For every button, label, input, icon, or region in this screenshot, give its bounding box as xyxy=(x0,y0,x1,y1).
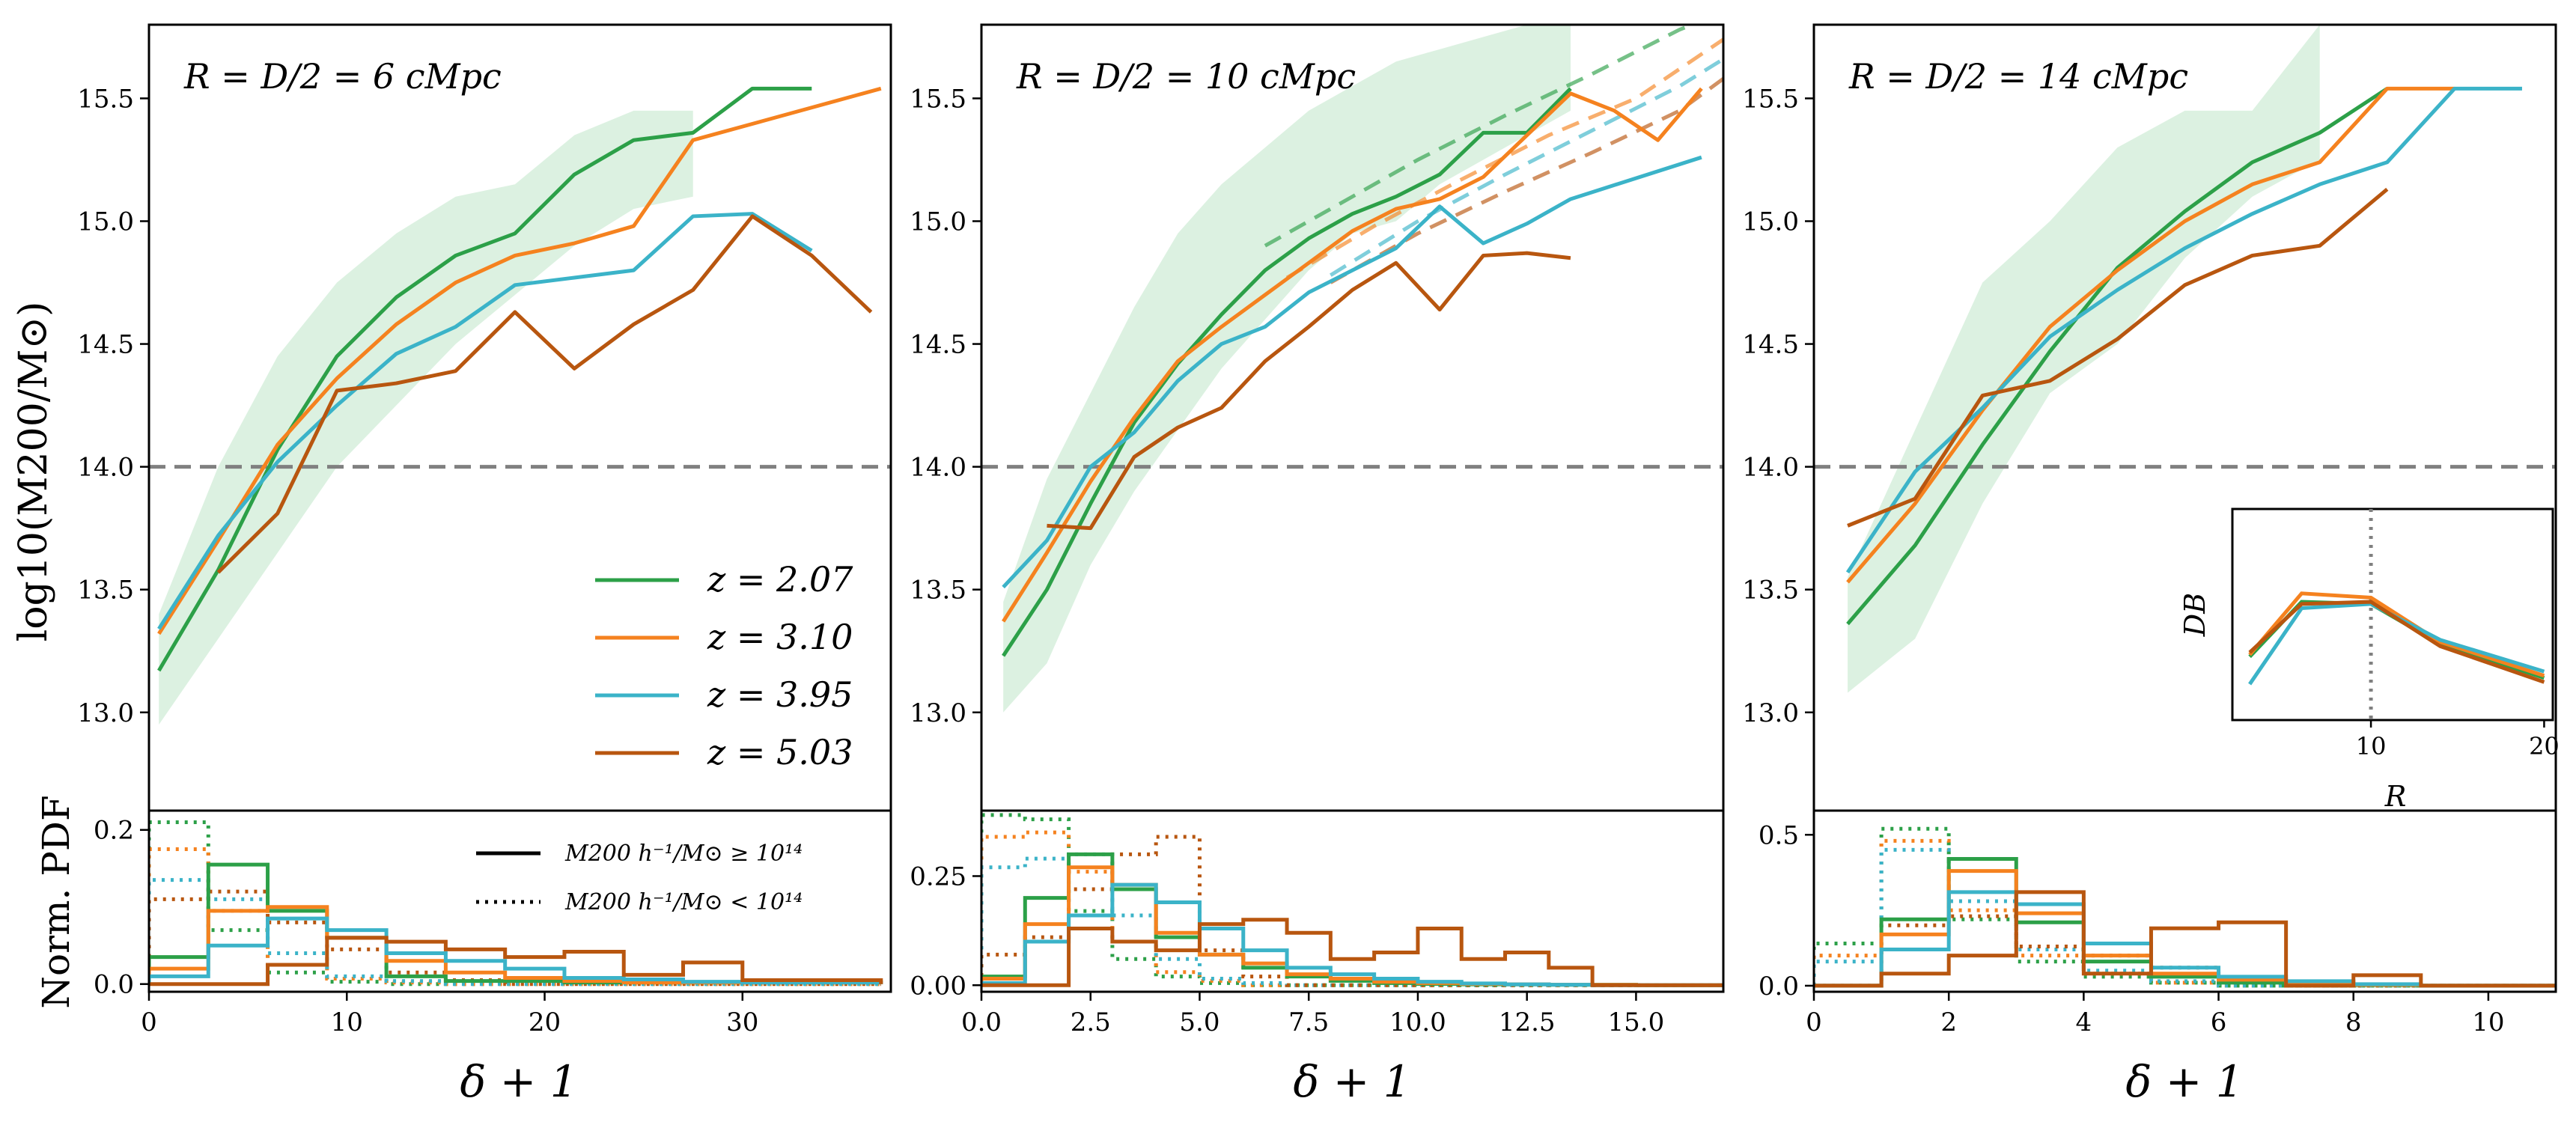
xtick-label: 10.0 xyxy=(1389,1007,1446,1037)
ytick-label: 14.0 xyxy=(1742,453,1799,483)
panel-title: R = D/2 = 10 cMpc xyxy=(1016,56,1356,97)
pdf-plot-area xyxy=(149,820,883,987)
xtick-label: 10 xyxy=(2472,1007,2504,1037)
pdf-axes-frame xyxy=(980,809,1725,993)
ytick-label: 15.5 xyxy=(77,84,134,114)
inset-line-z503 xyxy=(2248,600,2545,684)
ytick-label: 14.5 xyxy=(910,330,966,360)
legend-mass: M200 h⁻¹/M⊙ ≥ 10¹⁴ M200 h⁻¹/M⊙ < 10¹⁴ xyxy=(476,841,803,915)
pdf-solid-z503 xyxy=(1814,890,2556,988)
ylabel-pdf: Norm. PDF xyxy=(34,795,78,1008)
ytick-label: 13.5 xyxy=(1742,576,1799,606)
pdf-solid-z395 xyxy=(981,882,1723,987)
panel-title: R = D/2 = 6 cMpc xyxy=(183,56,502,97)
pdf-plot-area xyxy=(981,813,1723,987)
xlabel-panel-2: δ + 1 xyxy=(1293,1056,1410,1107)
xtick-label: 7.5 xyxy=(1288,1007,1329,1037)
xtick-label: 20 xyxy=(529,1007,561,1037)
pdf-dotted-z503 xyxy=(149,889,881,987)
pdf-ytick-label: 0.0 xyxy=(1759,972,1799,1001)
xtick-label: 5.0 xyxy=(1179,1007,1220,1037)
ytick-label: 15.5 xyxy=(1742,84,1799,114)
ylabel-main: log10(M200/M⊙) xyxy=(11,302,56,642)
pdf-ytick-label: 0.0 xyxy=(94,970,134,1000)
main-plot-area xyxy=(981,25,1723,713)
series-line-z395 xyxy=(1002,155,1702,589)
xtick-label: 0 xyxy=(141,1007,157,1037)
legend-label-z310: z = 3.10 xyxy=(707,617,853,657)
series-line-z207 xyxy=(1846,87,2389,626)
scatter-band xyxy=(159,110,693,725)
pdf-ytick-label: 0.5 xyxy=(1759,820,1799,850)
series-line-z310 xyxy=(1002,87,1703,623)
ytick-label: 15.0 xyxy=(77,207,134,237)
pdf-ytick-label: 0.2 xyxy=(94,816,134,846)
ytick-label: 13.0 xyxy=(910,698,966,728)
inset-xtick-label: 20 xyxy=(2529,732,2560,760)
xtick-label: 15.0 xyxy=(1608,1007,1665,1037)
pdf-solid-z503 xyxy=(981,918,1723,987)
xtick-label: 2.5 xyxy=(1071,1007,1111,1037)
legend-label-z503: z = 5.03 xyxy=(707,732,853,772)
xtick-label: 2 xyxy=(1940,1007,1957,1037)
series-line-z503 xyxy=(1847,187,2389,528)
ytick-label: 13.5 xyxy=(77,576,134,606)
pdf-solid-z503 xyxy=(149,936,883,987)
ytick-label: 15.0 xyxy=(910,207,966,237)
legend-label-below: M200 h⁻¹/M⊙ < 10¹⁴ xyxy=(564,889,803,915)
pdf-ytick-label: 0.25 xyxy=(910,862,966,891)
pdf-ytick-label: 0.00 xyxy=(910,971,966,1001)
series-line-z310 xyxy=(157,86,882,635)
pdf-axes-frame xyxy=(1812,809,2557,993)
xtick-label: 12.5 xyxy=(1499,1007,1556,1037)
legend-label-above: M200 h⁻¹/M⊙ ≥ 10¹⁴ xyxy=(564,841,803,867)
main-plot-area xyxy=(149,86,891,725)
pdf-axes-frame xyxy=(147,809,892,993)
inset-xlabel: R xyxy=(2384,780,2407,813)
series-line-z310 xyxy=(1846,86,2455,584)
fit-line-z310 xyxy=(1285,37,1723,280)
main-plot-area xyxy=(1814,25,2556,693)
xtick-label: 0 xyxy=(1806,1007,1822,1037)
panel-r14: R = D/2 = 14 cMpc 13.0 13.5 14.0 14.5 15.0 15.… xyxy=(1742,23,2557,1037)
ytick-label: 15.5 xyxy=(910,84,966,114)
inset-xtick-label: 10 xyxy=(2356,732,2387,760)
ytick-label: 14.0 xyxy=(77,453,134,483)
xlabel-panel-1: δ + 1 xyxy=(460,1056,577,1107)
xtick-label: 6 xyxy=(2211,1007,2227,1037)
fit-line-z207 xyxy=(1264,25,1698,248)
legend-redshift: z = 2.07 z = 3.10 z = 3.95 z = 5.03 xyxy=(595,559,853,772)
inset-ylabel: DB xyxy=(2178,593,2211,637)
pdf-solid-z395 xyxy=(149,916,883,985)
xtick-label: 30 xyxy=(726,1007,758,1037)
legend-label-z207: z = 2.07 xyxy=(707,559,853,600)
series-line-z503 xyxy=(216,214,873,574)
xtick-label: 0.0 xyxy=(961,1007,1002,1037)
xtick-label: 4 xyxy=(2076,1007,2092,1037)
panel-r6: R = D/2 = 6 cMpc 13.0 13.5 14.0 14.5 15.0 15.5… xyxy=(77,23,892,1037)
ytick-label: 13.0 xyxy=(77,698,134,728)
legend-label-z395: z = 3.95 xyxy=(707,674,853,715)
xtick-label: 8 xyxy=(2345,1007,2362,1037)
fit-line-z395 xyxy=(1330,57,1723,277)
panel-r10: R = D/2 = 10 cMpc 13.0 13.5 14.0 14.5 15.0 15.… xyxy=(910,23,1725,1037)
inset-db-plot: 10 20 R DB xyxy=(2178,507,2560,813)
inset-line-z310 xyxy=(2248,591,2545,678)
ytick-label: 15.0 xyxy=(1742,207,1799,237)
ytick-label: 14.5 xyxy=(1742,330,1799,360)
panel-title: R = D/2 = 14 cMpc xyxy=(1848,56,2188,97)
series-line-z207 xyxy=(1002,87,1572,657)
series-line-z207 xyxy=(157,86,812,672)
series-line-z503 xyxy=(1047,251,1571,531)
ytick-label: 14.0 xyxy=(910,453,966,483)
pdf-plot-area xyxy=(1814,826,2556,988)
xtick-label: 10 xyxy=(331,1007,363,1037)
series-line-z395 xyxy=(157,212,813,630)
xlabel-panel-3: δ + 1 xyxy=(2125,1056,2243,1107)
ytick-label: 13.0 xyxy=(1742,698,1799,728)
ytick-label: 14.5 xyxy=(77,330,134,360)
scatter-band xyxy=(1003,25,1571,713)
ytick-label: 13.5 xyxy=(910,576,966,606)
